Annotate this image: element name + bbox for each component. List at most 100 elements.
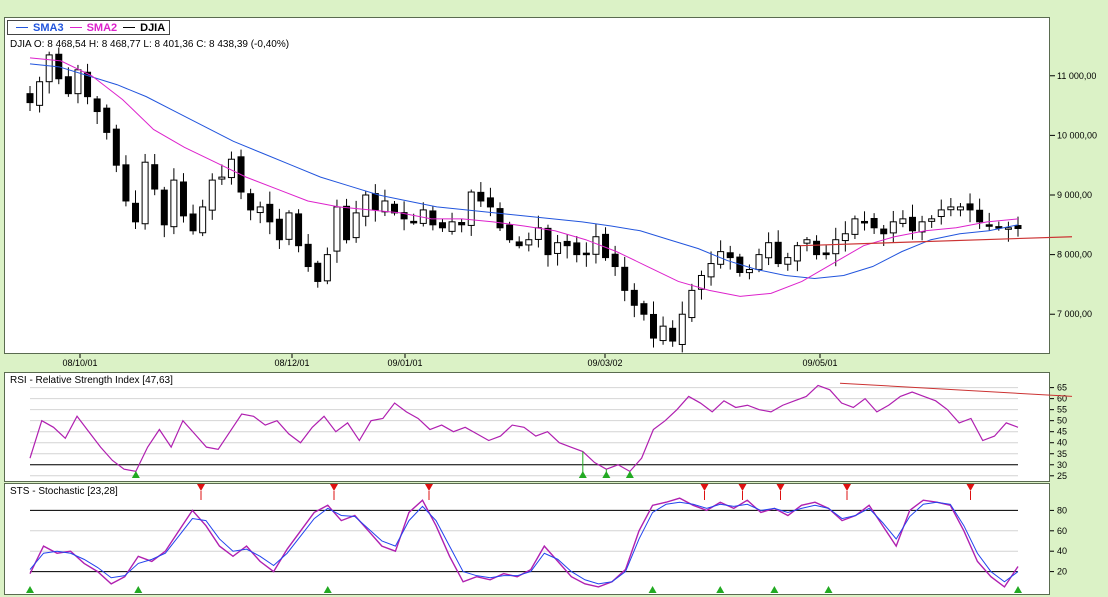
candle-body [870,218,878,229]
candle-body [765,242,773,259]
rsi-y-tick-label: 45 [1057,427,1067,437]
candle-body [141,161,149,225]
legend-swatch-djia [123,27,136,28]
candle-body [467,191,475,226]
candle-body [74,69,82,95]
candle-body [429,210,437,226]
sts-sell-marker [966,484,975,491]
rsi-y-tick-label: 35 [1057,449,1067,459]
rsi-y-tick-label: 50 [1057,416,1067,426]
sma3-line [29,63,1019,279]
candle-body [64,76,72,95]
candle-body [813,240,821,256]
candle-body [295,213,303,247]
rsi-buy-marker [131,471,140,478]
candle-body [803,239,811,244]
candle-body [525,239,533,246]
candle-body [496,208,504,229]
candle-body [410,220,418,224]
price-x-tick-label: 09/01/01 [387,358,422,368]
price-x-tick-label: 09/05/01 [802,358,837,368]
sts-sell-marker [330,484,338,491]
candle-body [889,221,897,234]
candle-body [573,242,581,256]
candle-body [908,216,916,232]
candle-body [343,205,351,241]
legend-item-sma2: SMA2 [86,21,118,34]
candle-body [381,200,389,213]
price-y-tick-label: 10 000,00 [1057,130,1097,140]
candle-body [26,93,34,104]
candle-body [611,253,619,268]
sts-sell-marker [197,484,205,491]
candle-body [976,209,984,223]
rsi-y-tick-label: 25 [1057,471,1067,481]
sts-y-tick-label: 20 [1057,567,1067,577]
legend-swatch-sma2 [69,27,82,28]
sts-panel [4,483,1050,595]
candle-body [649,313,657,339]
candle-body [985,224,993,227]
rsi-y-tick-label: 55 [1057,405,1067,415]
candle-body [630,289,638,306]
candle-body [554,242,562,254]
candle-body [822,252,830,256]
candle-body [1004,227,1012,230]
sts-buy-marker [716,586,725,593]
candle-body [793,245,801,262]
price-panel [4,17,1050,354]
legend-item-sma3: SMA3 [33,21,64,34]
price-x-tick-label: 08/10/01 [62,358,97,368]
candle-body [745,269,753,274]
candle-body [832,239,840,255]
rsi-header: RSI - Relative Strength Index [47,63] [10,375,173,386]
rsi-y-tick-label: 65 [1057,383,1067,393]
price-y-tick-label: 7 000,00 [1057,309,1092,319]
sts-y-tick-label: 80 [1057,505,1067,515]
candle-body [304,243,312,268]
candle-body [918,221,926,233]
candle-body [659,325,667,342]
candle-body [151,164,159,190]
candle-body [486,197,494,208]
candle-body [841,233,849,242]
candle-body [966,203,974,211]
rsi-buy-marker [625,471,634,478]
candle-body [448,221,456,232]
candle-body [1014,225,1022,230]
candle-body [199,206,207,234]
candle-body [697,274,705,290]
price-y-tick-label: 8 000,00 [1057,250,1092,260]
rsi-buy-marker [602,471,611,478]
candle-body [400,212,408,220]
sts-sell-marker [738,484,747,491]
candle-body [544,227,552,256]
sts-y-tick-label: 60 [1057,526,1067,536]
candle-body [362,194,370,217]
candle-body [477,191,485,202]
candle-body [160,189,168,226]
rsi-y-tick-label: 60 [1057,394,1067,404]
sts-sell-marker [843,484,851,491]
rsi-line [29,384,1019,473]
sts-sell-marker [776,484,785,491]
candle-body [640,303,648,315]
candle-body [36,81,44,106]
sts-buy-marker [770,586,779,593]
candle-body [256,206,264,214]
candle-body [947,206,955,211]
candle-body [314,262,322,282]
candle-body [861,220,869,224]
price-trendline [799,236,1073,247]
sts-buy-marker [26,586,34,593]
candle-body [323,254,331,282]
candle-body [275,218,283,241]
candle-body [179,181,187,217]
sts-y-tick-label: 40 [1057,546,1067,556]
candle-body [371,193,379,211]
candle-body [688,289,696,319]
candle-body [928,218,936,222]
candle-body [285,212,293,240]
candle-body [438,222,446,229]
